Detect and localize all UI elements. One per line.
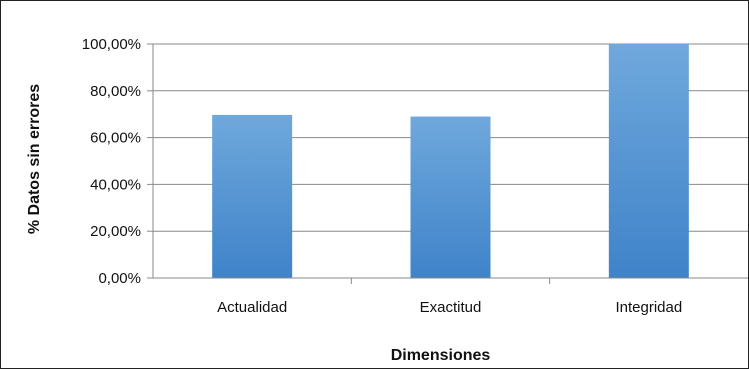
x-axis-category-labels: Actualidad Exactitud Integridad xyxy=(217,278,682,316)
bar-exactitud xyxy=(410,116,491,278)
x-category-label: Integridad xyxy=(615,299,682,316)
x-category-label: Exactitud xyxy=(420,299,482,316)
y-tick-label: 100,00% xyxy=(82,36,141,53)
bars xyxy=(212,44,689,278)
y-tick-label: 20,00% xyxy=(90,223,141,240)
x-axis-title: Dimensiones xyxy=(391,347,491,364)
y-axis-title: % Datos sin errores xyxy=(26,84,43,234)
bar-actualidad xyxy=(212,114,293,278)
x-category-label: Actualidad xyxy=(217,299,287,316)
bar-integridad xyxy=(608,44,689,278)
y-tick-label: 0,00% xyxy=(98,270,141,287)
y-tick-label: 80,00% xyxy=(90,83,141,100)
y-axis-tick-labels: 0,00% 20,00% 40,00% 60,00% 80,00% 100,00% xyxy=(82,36,141,287)
y-tick-label: 40,00% xyxy=(90,176,141,193)
y-tick-label: 60,00% xyxy=(90,130,141,147)
